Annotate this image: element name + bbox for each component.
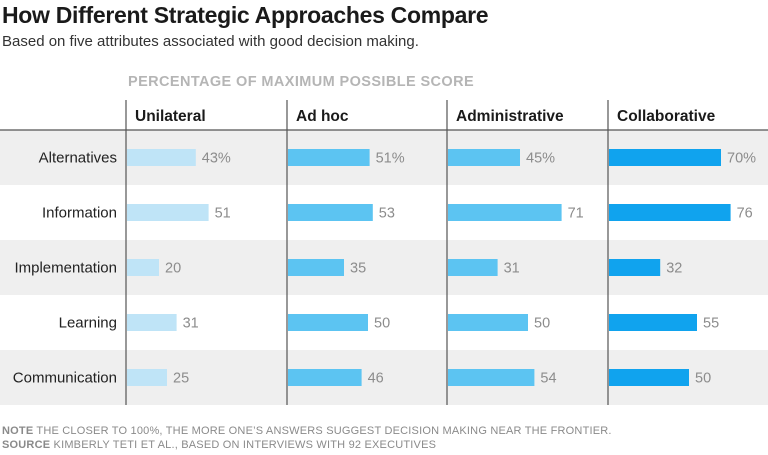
value-label-unilateral-information: 51: [215, 206, 231, 222]
category-label-alternatives: Alternatives: [39, 150, 117, 167]
value-label-collaborative-information: 76: [737, 206, 753, 222]
bar-collaborative-information: [609, 204, 731, 221]
value-label-administrative-information: 71: [568, 206, 584, 222]
chart-subtitle: Based on five attributes associated with…: [2, 33, 419, 50]
value-label-ad-hoc-implementation: 35: [350, 261, 366, 277]
bar-ad-hoc-implementation: [288, 259, 344, 276]
value-label-administrative-learning: 50: [534, 316, 550, 332]
bar-administrative-learning: [448, 314, 528, 331]
note: NOTE THE CLOSER TO 100%, THE MORE ONE’S …: [2, 425, 612, 437]
bar-administrative-information: [448, 204, 562, 221]
value-label-ad-hoc-learning: 50: [374, 316, 390, 332]
bar-administrative-implementation: [448, 259, 498, 276]
value-label-unilateral-implementation: 20: [165, 261, 181, 277]
bar-collaborative-communication: [609, 369, 689, 386]
value-label-unilateral-learning: 31: [183, 316, 199, 332]
facet-header-ad-hoc: Ad hoc: [296, 108, 349, 125]
value-label-administrative-alternatives: 45%: [526, 151, 555, 167]
value-label-ad-hoc-information: 53: [379, 206, 395, 222]
bar-collaborative-alternatives: [609, 149, 721, 166]
bar-ad-hoc-alternatives: [288, 149, 370, 166]
category-label-information: Information: [42, 205, 117, 222]
axis-caption: PERCENTAGE OF MAXIMUM POSSIBLE SCORE: [128, 74, 475, 90]
value-label-ad-hoc-alternatives: 51%: [376, 151, 405, 167]
category-label-communication: Communication: [13, 370, 117, 387]
bar-unilateral-implementation: [127, 259, 159, 276]
note-text: THE CLOSER TO 100%, THE MORE ONE’S ANSWE…: [36, 425, 612, 437]
value-label-collaborative-implementation: 32: [666, 261, 682, 277]
chart-title: How Different Strategic Approaches Compa…: [2, 2, 489, 28]
bar-collaborative-implementation: [609, 259, 661, 276]
source-label: SOURCE: [2, 439, 51, 451]
bar-ad-hoc-communication: [288, 369, 362, 386]
source: SOURCE KIMBERLY TETI ET AL., BASED ON IN…: [2, 439, 436, 451]
bar-administrative-alternatives: [448, 149, 520, 166]
value-label-administrative-communication: 54: [540, 371, 556, 387]
bar-unilateral-communication: [127, 369, 167, 386]
source-text: KIMBERLY TETI ET AL., BASED ON INTERVIEW…: [53, 439, 437, 451]
facet-header-unilateral: Unilateral: [135, 108, 206, 125]
bar-unilateral-alternatives: [127, 149, 196, 166]
bar-unilateral-information: [127, 204, 209, 221]
value-label-unilateral-communication: 25: [173, 371, 189, 387]
value-label-collaborative-alternatives: 70%: [727, 151, 756, 167]
value-label-collaborative-learning: 55: [703, 316, 719, 332]
bar-ad-hoc-learning: [288, 314, 368, 331]
note-label: NOTE: [2, 425, 34, 437]
value-label-collaborative-communication: 50: [695, 371, 711, 387]
value-label-unilateral-alternatives: 43%: [202, 151, 231, 167]
category-label-learning: Learning: [59, 315, 117, 332]
bar-unilateral-learning: [127, 314, 177, 331]
bar-collaborative-learning: [609, 314, 697, 331]
category-label-implementation: Implementation: [14, 260, 117, 277]
value-label-administrative-implementation: 31: [504, 261, 520, 277]
bar-ad-hoc-information: [288, 204, 373, 221]
value-label-ad-hoc-communication: 46: [368, 371, 384, 387]
bar-administrative-communication: [448, 369, 535, 386]
facet-header-collaborative: Collaborative: [617, 108, 716, 125]
facet-header-administrative: Administrative: [456, 108, 564, 125]
